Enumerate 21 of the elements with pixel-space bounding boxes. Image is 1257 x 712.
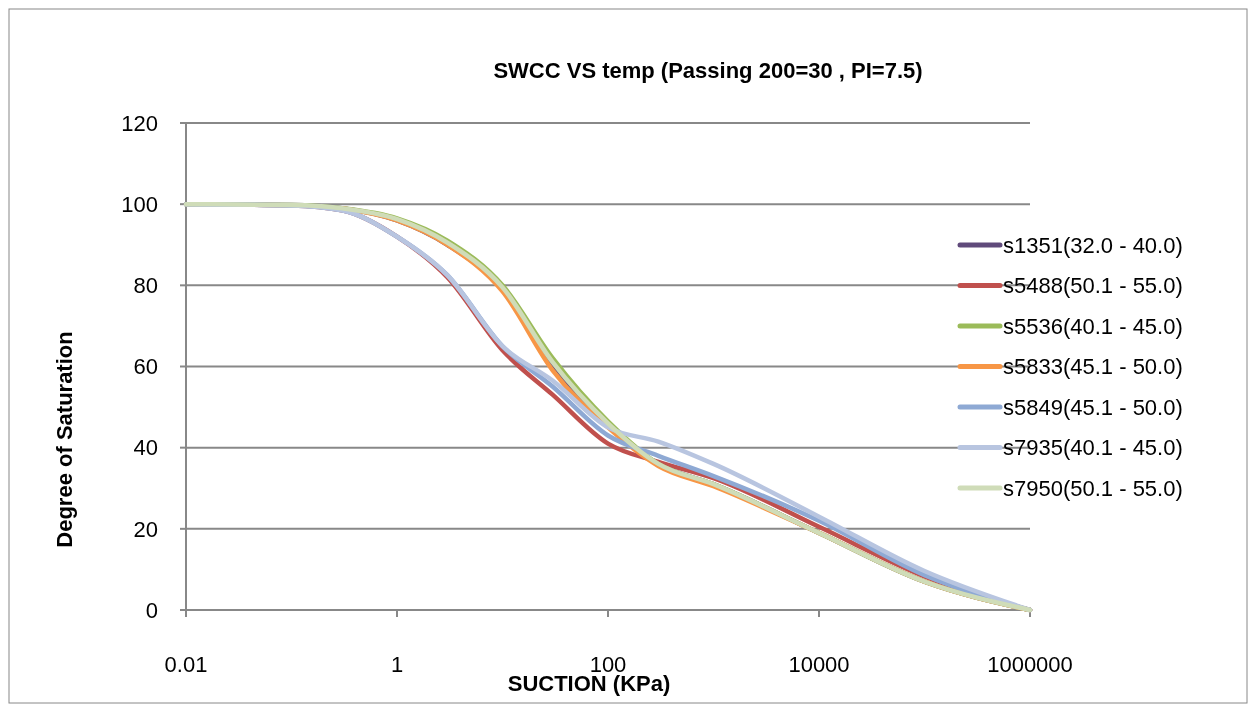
y-tick-label: 20 [133,516,158,542]
x-tick-label: 1 [390,652,404,677]
y-tick-label: 100 [121,191,158,217]
y-tick-label: 0 [145,597,158,623]
x-axis-title: SUCTION (KPa) [507,671,671,696]
x-tick-label: 1000000 [987,652,1073,677]
legend-label: s5849(45.1 - 50.0) [1003,394,1183,420]
y-tick-label: 60 [133,354,158,380]
x-tick-label: 10000 [788,652,850,677]
chart-title: SWCC VS temp (Passing 200=30 , PI=7.5) [493,58,923,83]
y-tick-label: 40 [133,435,158,461]
x-tick-label: 0.01 [164,652,208,677]
legend-label: s5833(45.1 - 50.0) [1003,354,1183,380]
y-tick-label: 120 [121,110,158,136]
legend-label: s7935(40.1 - 45.0) [1003,435,1183,461]
y-tick-label: 80 [133,273,158,299]
legend-label: s1351(32.0 - 40.0) [1003,232,1183,258]
legend-label: s5488(50.1 - 55.0) [1003,273,1183,299]
y-axis-title: Degree of Saturation [52,331,77,548]
legend-label: s7950(50.1 - 55.0) [1003,475,1183,501]
legend-label: s5536(40.1 - 45.0) [1003,313,1183,339]
